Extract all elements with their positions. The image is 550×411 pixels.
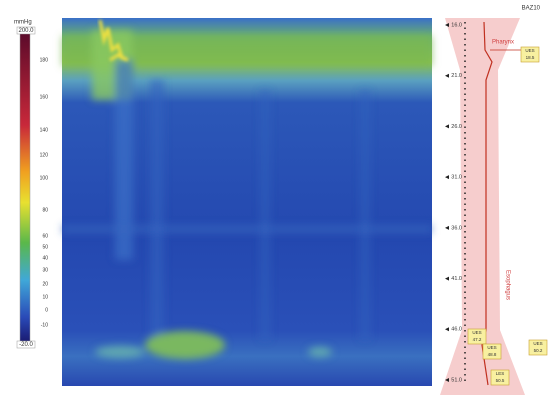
min-label: -20.0 [19, 342, 33, 348]
depth-arrow [445, 225, 449, 230]
markers: UES 18.5 UES 47.2 UES 48.8 UES 50.2 LES 50.5 [467, 46, 548, 386]
colorbar-tick-label: 100 [40, 175, 49, 181]
colorbar [19, 31, 31, 343]
marker-value: 18.5 [526, 55, 535, 60]
depth-label: 36.0 [451, 225, 462, 231]
colorbar-tick-label: 160 [40, 94, 49, 100]
depth-arrow [445, 378, 449, 382]
depth-arrow [445, 124, 449, 129]
depth-label: 46.0 [451, 327, 462, 333]
marker-value: 47.2 [473, 337, 482, 342]
max-box [16, 26, 36, 35]
depth-arrow [445, 276, 449, 281]
depth-label: 51.0 [451, 377, 462, 383]
marker-box [482, 343, 502, 360]
marker-label: UES [533, 341, 542, 346]
marker-value: 48.8 [488, 352, 497, 357]
colorbar-tick-label: 180 [40, 57, 49, 63]
marker-label: UES [472, 330, 481, 335]
colorbar-tick-label: 80 [42, 207, 48, 213]
marker-value: 50.2 [534, 348, 543, 353]
colorbar-tick-label: -10 [41, 322, 48, 328]
unit-label: mmHg [14, 20, 32, 26]
depth-arrow [445, 175, 449, 180]
colorbar-tick-label: 40 [42, 255, 48, 261]
min-box [16, 340, 36, 349]
colorbar-tick-label: 30 [42, 267, 48, 273]
colorbar-tick-label: 50 [42, 244, 48, 250]
catheter-id: BAZ10 [522, 6, 541, 12]
colorbar-tick-label: 10 [42, 294, 48, 300]
colorbar-tick-label: 0 [45, 307, 48, 313]
marker-label: UES [487, 345, 496, 350]
marker-label: UES [525, 48, 534, 53]
region-label: Esophagus [504, 270, 510, 300]
depth-arrow [445, 23, 449, 27]
heatmap [62, 18, 432, 386]
region-label: Pharynx [492, 40, 514, 46]
marker-box [467, 328, 487, 345]
marker-box [520, 46, 540, 63]
depth-label: 41.0 [451, 276, 462, 282]
depth-label: 16.0 [451, 22, 462, 28]
depth-arrow [445, 73, 449, 78]
depth-arrow [445, 327, 449, 332]
colorbar-tick-label: 140 [40, 127, 49, 133]
colorbar-tick-label: 120 [40, 152, 49, 158]
max-label: 200.0 [18, 28, 34, 34]
colorbar-tick-label: 60 [42, 233, 48, 239]
marker-label: LES [496, 371, 505, 376]
depth-label: 31.0 [451, 175, 462, 181]
depth-labels: 16.0 21.0 26.0 31.0 36.0 41.0 46.0 51.0 [445, 22, 462, 383]
marker-box [528, 339, 548, 356]
marker-box [490, 369, 510, 386]
colorbar-tick-label: 20 [42, 281, 48, 287]
marker-value: 50.5 [496, 378, 505, 383]
depth-label: 26.0 [451, 124, 462, 130]
depth-label: 21.0 [451, 73, 462, 79]
